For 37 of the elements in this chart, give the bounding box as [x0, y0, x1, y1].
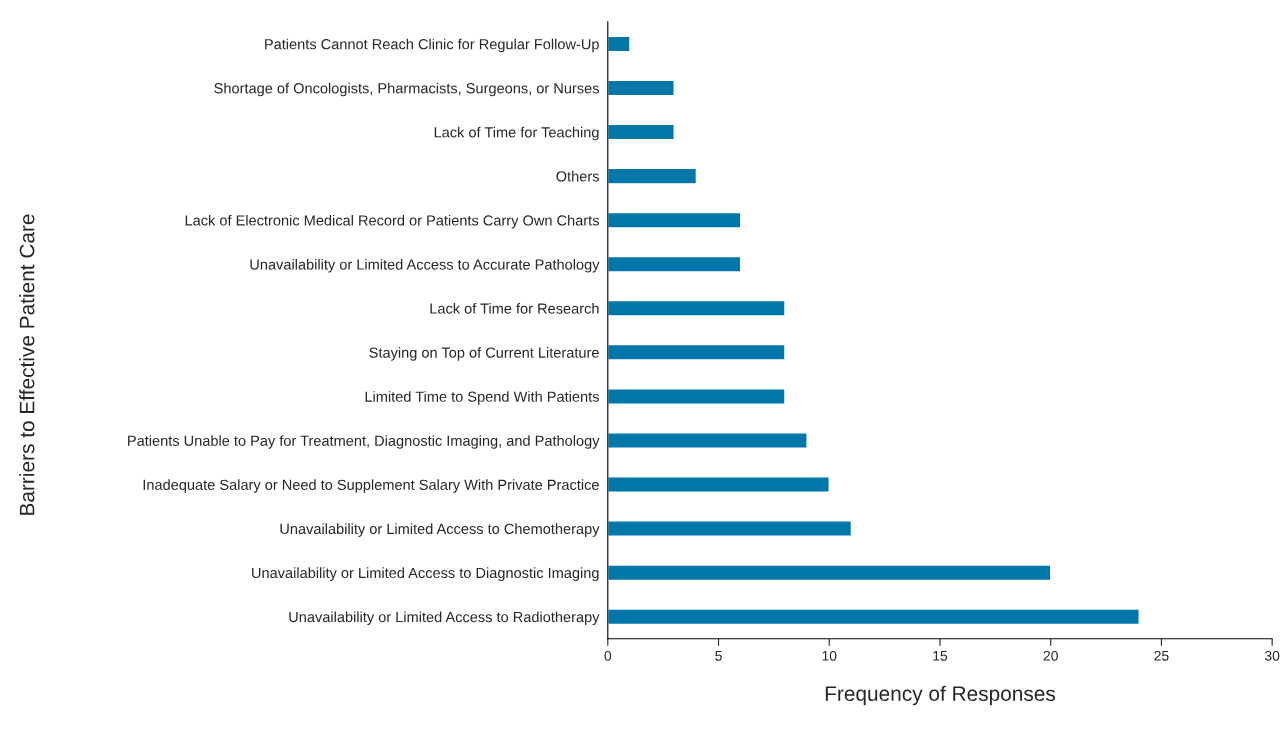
x-tick-label: 0	[604, 650, 612, 661]
bar	[607, 608, 1140, 626]
y-tick-label: Inadequate Salary or Need to Supplement Salary With Private Practice	[143, 479, 599, 493]
bar	[607, 520, 853, 538]
bar	[607, 299, 786, 317]
y-tick-label: Limited Time to Spend With Patients	[365, 391, 599, 405]
bar	[607, 79, 675, 97]
y-tick-label: Staying on Top of Current Literature	[369, 347, 599, 361]
bar	[607, 432, 808, 449]
y-tick-label: Shortage of Oncologists, Pharmacists, Surgeons, or Nurses	[214, 82, 599, 97]
y-tick-label: Lack of Electronic Medical Record or Patients Carry Own Charts	[185, 214, 599, 229]
bar	[607, 388, 786, 405]
y-tick-label: Patients Cannot Reach Clinic for Regular Follow-Up	[265, 38, 599, 53]
y-tick-label: Patients Unable to Pay for Treatment, Diagnostic Imaging, and Pathology	[128, 435, 600, 449]
bar	[607, 123, 675, 141]
bar	[607, 35, 631, 53]
y-tick-label: Unavailability or Limited Access to Chemotherapy	[280, 523, 600, 537]
x-tick-label: 30	[1264, 650, 1280, 661]
x-axis-title: Frequency of Responses	[825, 685, 1056, 706]
y-tick-label: Unavailability or Limited Access to Accurate Pathology	[250, 258, 600, 273]
x-tick-label: 15	[933, 651, 948, 661]
y-tick-label: Lack of Time for Teaching	[434, 126, 599, 141]
y-tick-label: Lack of Time for Research	[430, 303, 599, 314]
x-tick-label: 5	[715, 651, 722, 661]
y-tick-label: Unavailability or Limited Access to Diagnostic Imaging	[252, 567, 599, 581]
y-tick-label: Unavailability or Limited Access to Radiotherapy	[289, 611, 600, 626]
bar	[607, 211, 742, 229]
y-tick-label: Others	[556, 170, 599, 182]
bar	[607, 167, 698, 185]
bar	[607, 476, 830, 493]
bar	[607, 564, 1052, 582]
x-tick-label: 10	[822, 650, 837, 661]
y-axis-title: Barriers to Effective Patient Care	[19, 214, 35, 515]
x-tick-label: 20	[1043, 650, 1058, 661]
bar	[607, 255, 742, 273]
bar	[607, 343, 786, 361]
x-tick-label: 25	[1154, 650, 1169, 661]
